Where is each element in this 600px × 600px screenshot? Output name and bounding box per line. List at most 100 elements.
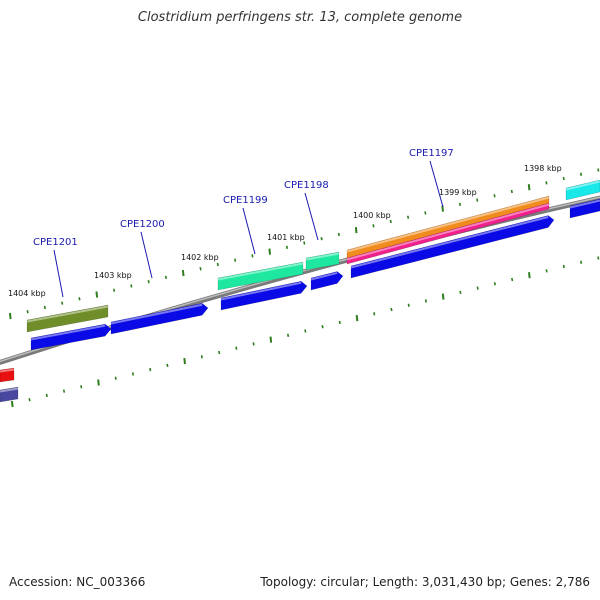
kbp-label-1398: 1398 kbp — [524, 164, 562, 173]
feature-cpe1199-highlight — [217, 262, 304, 281]
outer-tick — [112, 288, 116, 292]
cds-offscreen-right-highlight — [569, 199, 600, 209]
inner-tick — [441, 293, 445, 300]
outer-tick — [61, 301, 64, 305]
outer-tick — [406, 215, 410, 219]
gene-label-cpe1201: CPE1201 — [33, 237, 78, 248]
gene-label-cpe1199: CPE1199 — [223, 195, 268, 206]
cds-cpe1200 — [110, 302, 209, 335]
outer-tick — [199, 267, 202, 271]
feature-offscreen-left-red-highlight — [0, 368, 15, 373]
feature-cpe1197-variant — [346, 202, 550, 265]
leader-line-cpe1198 — [304, 192, 319, 241]
kbp-label-1403: 1403 kbp — [94, 271, 132, 280]
outer-tick — [251, 254, 254, 258]
kbp-label-1400: 1400 kbp — [353, 211, 391, 220]
cds-cpe1201 — [30, 323, 112, 351]
outer-tick — [43, 305, 46, 310]
outer-tick — [458, 202, 462, 207]
inner-tick — [28, 398, 31, 402]
gene-label-cpe1200: CPE1200 — [120, 219, 165, 230]
outer-tick — [389, 219, 392, 224]
inner-tick — [407, 303, 410, 307]
inner-tick — [321, 325, 324, 329]
outer-tick — [545, 181, 548, 185]
outer-tick — [268, 248, 272, 255]
inner-tick — [424, 299, 428, 303]
feature-offscreen-left-slate — [0, 386, 19, 403]
accession-text: Accession: NC_003366 — [9, 575, 146, 589]
inner-tick — [476, 286, 479, 290]
inner-tick — [62, 389, 66, 393]
outer-tick — [26, 310, 29, 314]
inner-tick — [493, 282, 496, 286]
outer-tick — [320, 237, 323, 241]
cds-cpe1199-highlight — [220, 281, 302, 301]
inner-tick — [45, 393, 48, 398]
feature-offscreen-right-highlight — [565, 180, 600, 191]
outer-tick — [147, 279, 150, 284]
outer-tick — [216, 262, 219, 267]
kbp-label-1402: 1402 kbp — [181, 253, 219, 262]
inner-tick — [355, 315, 359, 322]
inner-tick — [390, 307, 393, 312]
outer-tick — [164, 275, 168, 280]
feature-offscreen-left-red — [0, 367, 15, 383]
inner-tick — [459, 290, 462, 295]
feature-cpe1198 — [305, 251, 340, 271]
outer-tick — [95, 291, 99, 298]
feature-cpe1199 — [217, 261, 304, 291]
inner-tick — [373, 312, 376, 316]
inner-tick — [286, 333, 290, 337]
inner-tick — [218, 350, 221, 355]
outer-tick — [337, 232, 340, 237]
inner-tick — [528, 272, 531, 279]
outer-tick — [510, 189, 513, 194]
cds-cpe1198-highlight — [310, 271, 338, 281]
inner-tick — [183, 357, 186, 365]
map-title: Clostridium perfringens str. 13, complet… — [137, 10, 463, 25]
outer-tick — [354, 227, 358, 234]
cds-offscreen-right — [569, 198, 600, 219]
inner-tick — [80, 385, 83, 389]
inner-tick — [166, 363, 169, 368]
inner-tick — [511, 277, 514, 282]
outer-tick — [476, 198, 479, 202]
kbp-label-1399: 1399 kbp — [439, 188, 477, 197]
outer-tick — [493, 194, 496, 198]
inner-tick — [269, 336, 273, 343]
inner-tick — [545, 269, 548, 273]
feature-cpe1197-highlight — [346, 196, 550, 253]
outer-tick — [372, 224, 375, 228]
inner-tick — [597, 256, 600, 260]
feature-layer — [0, 179, 600, 403]
gene-label-cpe1198: CPE1198 — [284, 180, 329, 191]
gene-label-cpe1197: CPE1197 — [409, 148, 454, 159]
inner-tick — [235, 346, 238, 350]
kbp-label-1401: 1401 kbp — [267, 233, 305, 242]
outer-tick — [597, 168, 600, 172]
feature-offscreen-right — [565, 179, 600, 201]
inner-tick — [562, 264, 565, 269]
outer-tick — [285, 245, 289, 249]
feature-cpe1197-variant-highlight — [346, 203, 550, 261]
tick-row-outer — [9, 168, 600, 320]
outer-tick — [562, 176, 565, 181]
kbp-label-1404: 1404 kbp — [8, 289, 46, 298]
leader-line-cpe1200 — [140, 231, 153, 279]
inner-tick — [114, 376, 117, 380]
outer-tick — [130, 284, 133, 288]
inner-tick — [97, 379, 100, 386]
feature-offscreen-left-slate-highlight — [0, 387, 19, 393]
feature-cpe1198-highlight — [305, 252, 340, 261]
outer-tick — [78, 297, 81, 301]
outer-tick — [527, 184, 531, 191]
inner-tick — [11, 400, 14, 408]
cds-cpe1199 — [220, 280, 308, 311]
inner-tick — [200, 355, 203, 359]
outer-tick — [303, 241, 306, 245]
leader-line-cpe1199 — [242, 207, 256, 255]
outer-tick — [424, 211, 427, 215]
outer-tick — [181, 269, 185, 277]
